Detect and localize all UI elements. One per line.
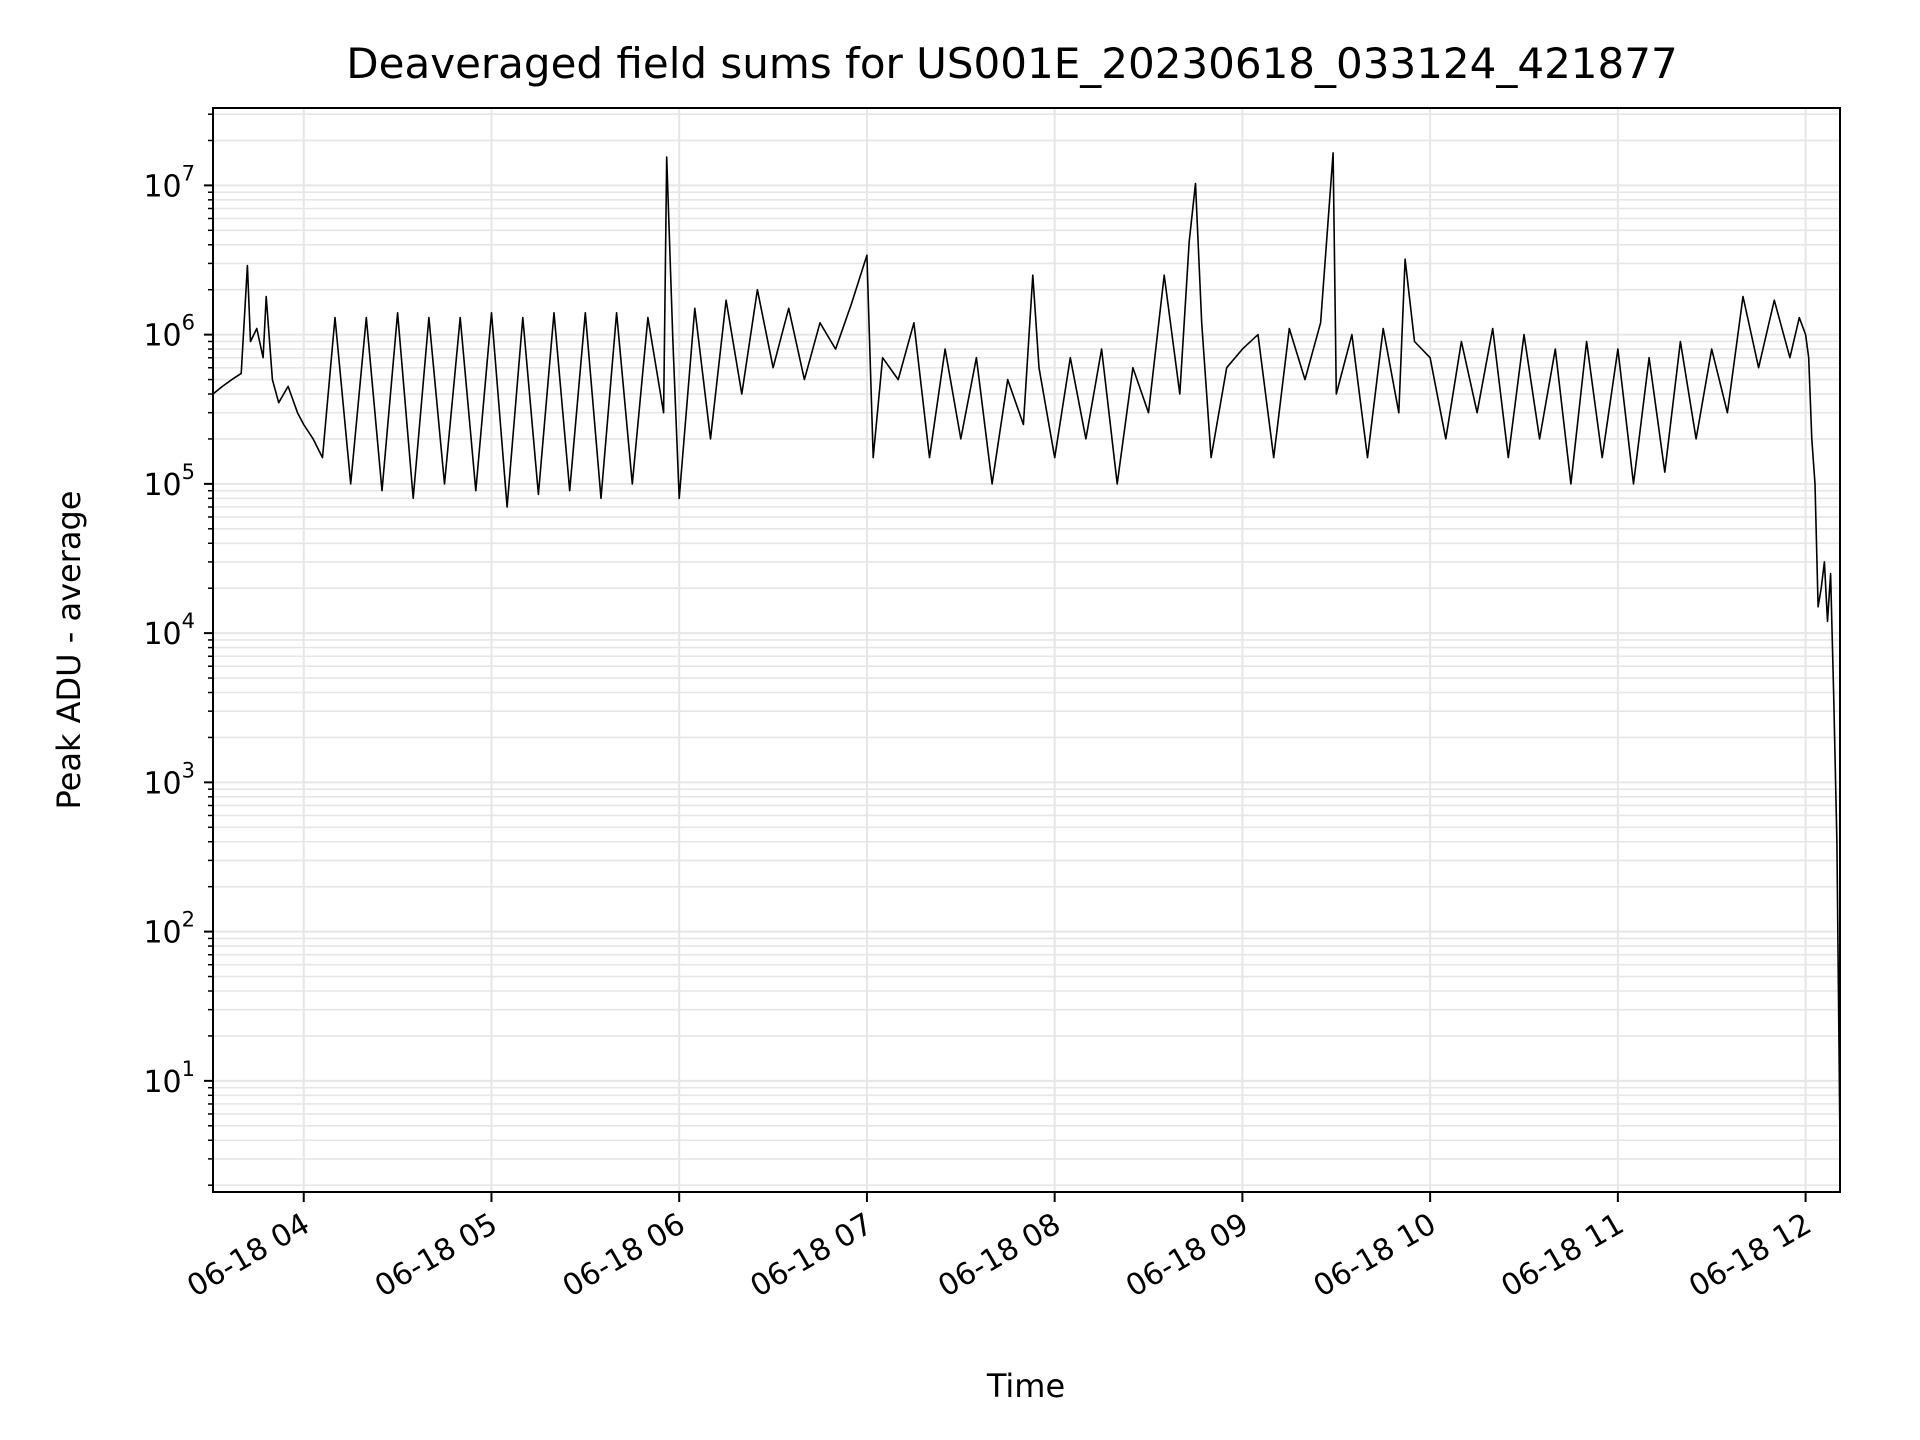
y-tick-label: 102 xyxy=(143,908,195,951)
chart-title: Deaveraged field sums for US001E_2023061… xyxy=(346,39,1677,88)
series-layer xyxy=(212,152,1841,1144)
y-tick-label: 101 xyxy=(143,1057,195,1100)
y-gridlines xyxy=(213,113,1840,1186)
y-axis-title: Peak ADU - average xyxy=(50,491,88,810)
y-axis-ticks: 101 102 103 104 105 106 107 xyxy=(143,113,213,1186)
plot-frame xyxy=(212,107,1841,1193)
y-tick-label: 105 xyxy=(143,460,195,503)
y-tick-label: 104 xyxy=(143,609,195,652)
y-tick-label: 107 xyxy=(143,161,195,204)
x-gridlines xyxy=(302,108,1807,1192)
y-tick-label: 103 xyxy=(143,758,195,801)
y-tick-label: 106 xyxy=(143,311,195,354)
series-line xyxy=(212,152,1841,1144)
x-axis-title: Time xyxy=(986,1367,1065,1405)
